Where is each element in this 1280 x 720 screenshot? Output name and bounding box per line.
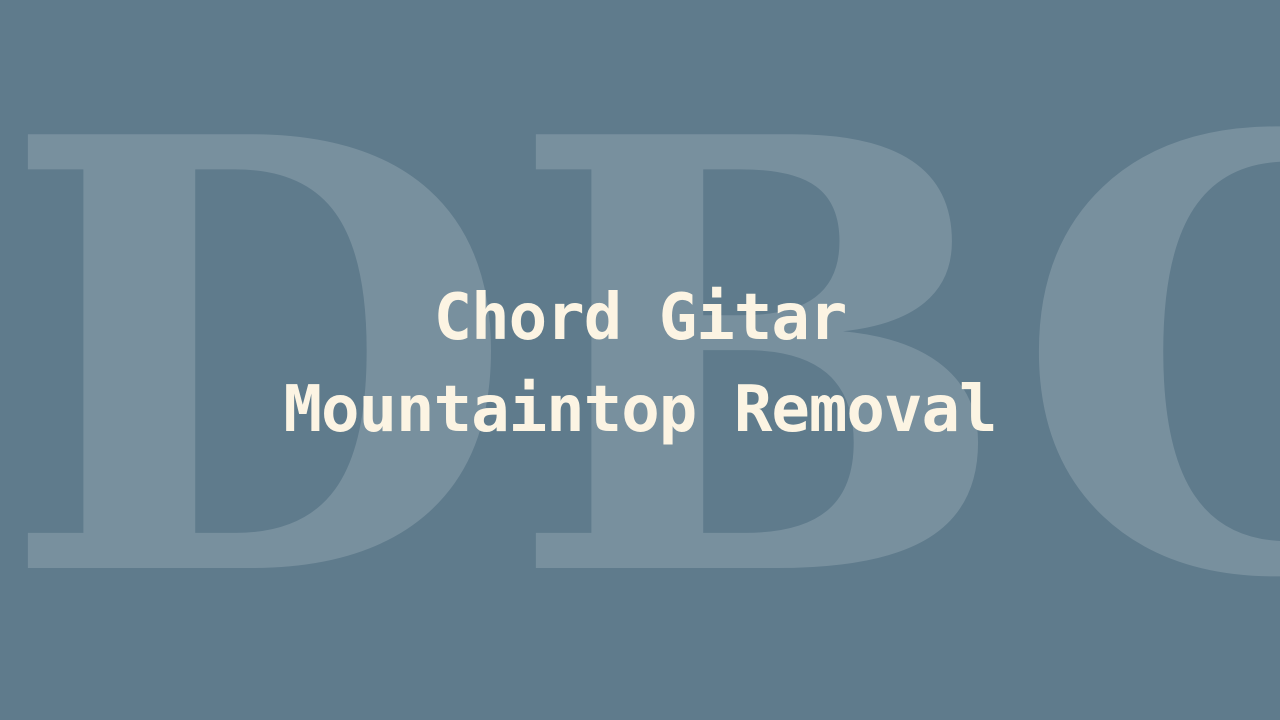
cover-title-line-2: Mountaintop Removal [283, 373, 997, 447]
cover-title-line-1: Chord Gitar [433, 281, 848, 355]
cover-title: Chord Gitar Mountaintop Removal [0, 272, 1280, 456]
